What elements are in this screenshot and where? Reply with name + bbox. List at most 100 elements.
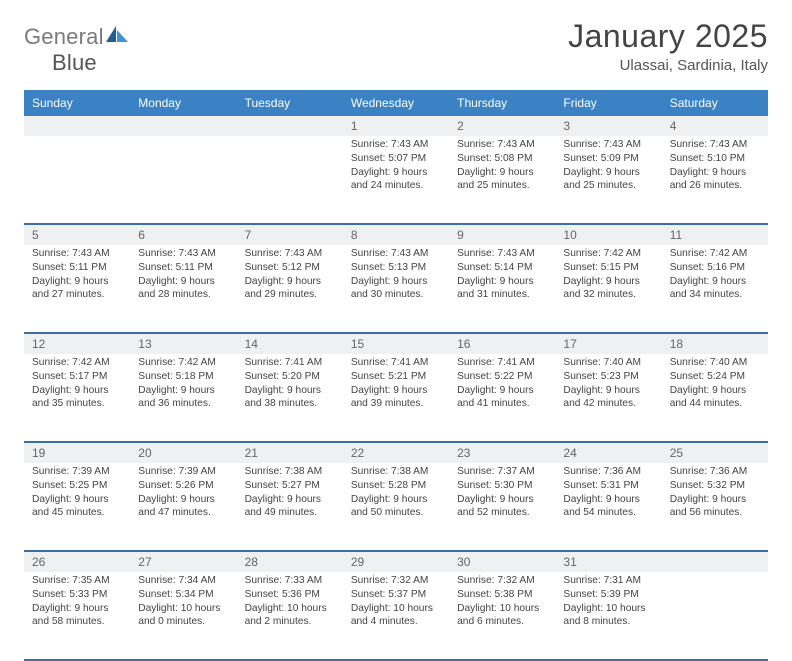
sunrise-line: Sunrise: 7:43 AM (138, 247, 228, 261)
sunrise-line: Sunrise: 7:42 AM (138, 356, 228, 370)
sunset-line: Sunset: 5:09 PM (563, 152, 653, 166)
day-number: 14 (237, 333, 343, 354)
location-subtitle: Ulassai, Sardinia, Italy (568, 57, 768, 74)
daylight-line: Daylight: 9 hours and 44 minutes. (670, 384, 760, 412)
day-details: Sunrise: 7:42 AMSunset: 5:17 PMDaylight:… (24, 354, 130, 417)
daylight-line: Daylight: 10 hours and 0 minutes. (138, 602, 228, 630)
calendar-table: SundayMondayTuesdayWednesdayThursdayFrid… (24, 90, 768, 661)
sunrise-line: Sunrise: 7:40 AM (670, 356, 760, 370)
day-number: 10 (555, 224, 661, 245)
daylight-line: Daylight: 9 hours and 25 minutes. (563, 166, 653, 194)
day-cell: Sunrise: 7:33 AMSunset: 5:36 PMDaylight:… (237, 572, 343, 660)
day-details: Sunrise: 7:38 AMSunset: 5:28 PMDaylight:… (343, 463, 449, 526)
day-cell (24, 136, 130, 224)
daylight-line: Daylight: 9 hours and 30 minutes. (351, 275, 441, 303)
day-details: Sunrise: 7:32 AMSunset: 5:38 PMDaylight:… (449, 572, 555, 635)
daylight-line: Daylight: 9 hours and 49 minutes. (245, 493, 335, 521)
day-number: 3 (555, 116, 661, 136)
day-number: 12 (24, 333, 130, 354)
day-number-row: 19202122232425 (24, 442, 768, 463)
sunrise-line: Sunrise: 7:43 AM (563, 138, 653, 152)
week-row: Sunrise: 7:43 AMSunset: 5:07 PMDaylight:… (24, 136, 768, 224)
day-cell: Sunrise: 7:43 AMSunset: 5:09 PMDaylight:… (555, 136, 661, 224)
daylight-line: Daylight: 9 hours and 47 minutes. (138, 493, 228, 521)
daylight-line: Daylight: 9 hours and 52 minutes. (457, 493, 547, 521)
day-details: Sunrise: 7:35 AMSunset: 5:33 PMDaylight:… (24, 572, 130, 635)
day-cell: Sunrise: 7:43 AMSunset: 5:12 PMDaylight:… (237, 245, 343, 333)
daylight-line: Daylight: 10 hours and 6 minutes. (457, 602, 547, 630)
day-number: 19 (24, 442, 130, 463)
day-number: 15 (343, 333, 449, 354)
day-details: Sunrise: 7:39 AMSunset: 5:26 PMDaylight:… (130, 463, 236, 526)
day-cell: Sunrise: 7:43 AMSunset: 5:11 PMDaylight:… (24, 245, 130, 333)
day-header: Sunday (24, 90, 130, 116)
day-details: Sunrise: 7:40 AMSunset: 5:23 PMDaylight:… (555, 354, 661, 417)
day-number: 26 (24, 551, 130, 572)
sunrise-line: Sunrise: 7:37 AM (457, 465, 547, 479)
day-number-row: 12131415161718 (24, 333, 768, 354)
day-number: 20 (130, 442, 236, 463)
day-details: Sunrise: 7:42 AMSunset: 5:18 PMDaylight:… (130, 354, 236, 417)
daylight-line: Daylight: 9 hours and 25 minutes. (457, 166, 547, 194)
day-number: 4 (662, 116, 768, 136)
sunrise-line: Sunrise: 7:39 AM (32, 465, 122, 479)
day-number: 11 (662, 224, 768, 245)
day-number: 8 (343, 224, 449, 245)
sunrise-line: Sunrise: 7:43 AM (351, 247, 441, 261)
day-cell: Sunrise: 7:43 AMSunset: 5:08 PMDaylight:… (449, 136, 555, 224)
daylight-line: Daylight: 9 hours and 42 minutes. (563, 384, 653, 412)
day-number (130, 116, 236, 136)
logo: General Blue (24, 18, 128, 76)
daylight-line: Daylight: 9 hours and 29 minutes. (245, 275, 335, 303)
sunset-line: Sunset: 5:11 PM (138, 261, 228, 275)
sunset-line: Sunset: 5:23 PM (563, 370, 653, 384)
day-details: Sunrise: 7:43 AMSunset: 5:14 PMDaylight:… (449, 245, 555, 308)
day-cell: Sunrise: 7:32 AMSunset: 5:37 PMDaylight:… (343, 572, 449, 660)
day-number: 27 (130, 551, 236, 572)
sunrise-line: Sunrise: 7:35 AM (32, 574, 122, 588)
day-cell: Sunrise: 7:43 AMSunset: 5:10 PMDaylight:… (662, 136, 768, 224)
daylight-line: Daylight: 10 hours and 8 minutes. (563, 602, 653, 630)
day-details: Sunrise: 7:36 AMSunset: 5:31 PMDaylight:… (555, 463, 661, 526)
day-number: 13 (130, 333, 236, 354)
day-number: 23 (449, 442, 555, 463)
sunrise-line: Sunrise: 7:32 AM (351, 574, 441, 588)
day-details: Sunrise: 7:39 AMSunset: 5:25 PMDaylight:… (24, 463, 130, 526)
daylight-line: Daylight: 9 hours and 35 minutes. (32, 384, 122, 412)
day-number: 18 (662, 333, 768, 354)
day-cell: Sunrise: 7:42 AMSunset: 5:18 PMDaylight:… (130, 354, 236, 442)
day-number: 16 (449, 333, 555, 354)
day-header: Wednesday (343, 90, 449, 116)
day-cell: Sunrise: 7:42 AMSunset: 5:15 PMDaylight:… (555, 245, 661, 333)
day-header: Tuesday (237, 90, 343, 116)
sunrise-line: Sunrise: 7:42 AM (563, 247, 653, 261)
sunrise-line: Sunrise: 7:43 AM (245, 247, 335, 261)
daylight-line: Daylight: 9 hours and 34 minutes. (670, 275, 760, 303)
day-header: Saturday (662, 90, 768, 116)
day-cell: Sunrise: 7:40 AMSunset: 5:23 PMDaylight:… (555, 354, 661, 442)
sunset-line: Sunset: 5:28 PM (351, 479, 441, 493)
daylight-line: Daylight: 9 hours and 54 minutes. (563, 493, 653, 521)
daylight-line: Daylight: 10 hours and 2 minutes. (245, 602, 335, 630)
day-details: Sunrise: 7:36 AMSunset: 5:32 PMDaylight:… (662, 463, 768, 526)
sunset-line: Sunset: 5:30 PM (457, 479, 547, 493)
logo-text: General Blue (24, 24, 128, 76)
day-details: Sunrise: 7:32 AMSunset: 5:37 PMDaylight:… (343, 572, 449, 635)
sunrise-line: Sunrise: 7:41 AM (245, 356, 335, 370)
day-number: 31 (555, 551, 661, 572)
logo-word-blue: Blue (52, 50, 97, 75)
day-details: Sunrise: 7:43 AMSunset: 5:12 PMDaylight:… (237, 245, 343, 308)
sunset-line: Sunset: 5:39 PM (563, 588, 653, 602)
sunrise-line: Sunrise: 7:38 AM (245, 465, 335, 479)
sunset-line: Sunset: 5:34 PM (138, 588, 228, 602)
day-cell: Sunrise: 7:43 AMSunset: 5:07 PMDaylight:… (343, 136, 449, 224)
day-number: 24 (555, 442, 661, 463)
day-cell: Sunrise: 7:37 AMSunset: 5:30 PMDaylight:… (449, 463, 555, 551)
sunset-line: Sunset: 5:08 PM (457, 152, 547, 166)
sunrise-line: Sunrise: 7:43 AM (32, 247, 122, 261)
day-details: Sunrise: 7:43 AMSunset: 5:07 PMDaylight:… (343, 136, 449, 199)
daylight-line: Daylight: 9 hours and 58 minutes. (32, 602, 122, 630)
day-cell: Sunrise: 7:43 AMSunset: 5:14 PMDaylight:… (449, 245, 555, 333)
sunrise-line: Sunrise: 7:32 AM (457, 574, 547, 588)
day-header: Friday (555, 90, 661, 116)
